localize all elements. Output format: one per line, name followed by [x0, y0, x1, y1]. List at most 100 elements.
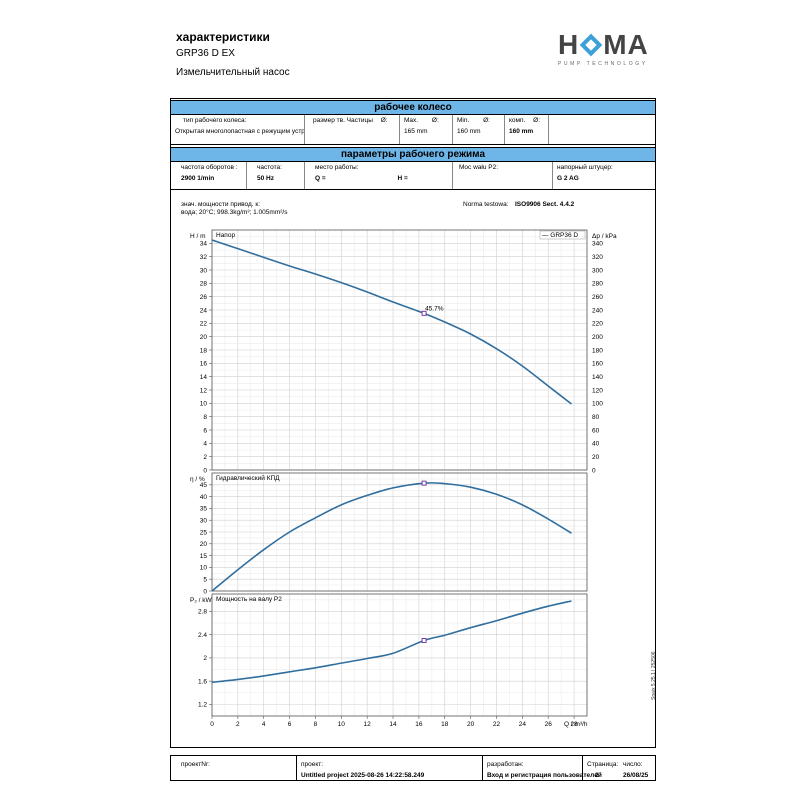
y-right-tick-label: 120 — [592, 387, 603, 394]
x-tick-label: 2 — [236, 721, 240, 728]
y-right-tick-label: 60 — [592, 427, 600, 434]
max-symbol: Ø: — [431, 117, 439, 124]
author-label: разработан: — [487, 761, 524, 768]
duty-cell: место работы: Q = H = — [305, 162, 453, 189]
x-tick-label: 8 — [314, 721, 318, 728]
software-version: Spaix 5.25.1 | 252506 — [651, 651, 657, 700]
series-line — [211, 600, 572, 684]
max-cell: Max. Ø: 165 mm — [399, 115, 453, 144]
y-tick-label: 25 — [200, 529, 208, 536]
project-label: проект: — [301, 761, 324, 768]
panel-title: Напор — [216, 232, 235, 239]
y-right-tick-label: 280 — [592, 281, 603, 288]
comp-cell: комп. Ø: 160 mm — [505, 115, 549, 144]
solids-cell: размер тв. Частицы Ø: — [305, 115, 399, 144]
impeller-type-cell: тип рабочего колеса: Открытая многолопас… — [171, 115, 305, 144]
series-line — [211, 482, 572, 592]
y-tick-label: 6 — [203, 427, 207, 434]
y-axis-label: P₂ / kW — [190, 597, 213, 604]
freq-label: частота: — [257, 164, 282, 171]
impeller-row: тип рабочего колеса: Открытая многолопас… — [170, 115, 656, 145]
y-tick-label: 10 — [200, 401, 208, 408]
duty-point-label: 45.7% — [425, 305, 444, 312]
outlet-cell: напорный штуцер: G 2 AG — [553, 162, 657, 189]
y-right-tick-label: 40 — [592, 441, 600, 448]
x-tick-label: 6 — [288, 721, 292, 728]
outlet-label: напорный штуцер: — [557, 164, 613, 171]
y-right-tick-label: 320 — [592, 254, 603, 261]
duty-point-marker — [421, 310, 427, 316]
y-tick-label: 34 — [200, 241, 208, 248]
homa-logo: H MA PUMP TECHNOLOGY — [558, 29, 658, 70]
y-right-tick-label: 240 — [592, 307, 603, 314]
x-tick-label: 26 — [545, 721, 553, 728]
logo-subtitle: PUMP TECHNOLOGY — [558, 61, 648, 67]
y-right-tick-label: 140 — [592, 374, 603, 381]
speed-value: 2900 1/min — [181, 175, 215, 182]
legend-box — [539, 230, 586, 240]
x-tick-label: 20 — [467, 721, 475, 728]
speed-cell: частота оборотов : 2900 1/min — [171, 162, 247, 189]
y-tick-label: 1.2 — [198, 702, 207, 709]
plot-frame — [211, 593, 588, 717]
impeller-heading: рабочее колесо — [170, 100, 656, 115]
solids-label: размер тв. Частицы — [313, 117, 373, 124]
y-right-tick-label: 0 — [592, 467, 596, 474]
x-tick-label: 18 — [441, 721, 449, 728]
impeller-type-value: Открытая многолопастная с режущим устрой… — [175, 128, 305, 135]
date-label: число: — [623, 761, 643, 768]
y-tick-label: 2.4 — [198, 632, 207, 639]
legend-label: — GRP36 D — [542, 232, 578, 239]
y-tick-label: 14 — [200, 374, 208, 381]
y-tick-label: 22 — [200, 321, 208, 328]
comp-symbol: Ø: — [533, 117, 541, 124]
y-right-tick-label: 80 — [592, 414, 600, 421]
y-right-tick-label: 20 — [592, 454, 600, 461]
y-tick-label: 28 — [200, 281, 208, 288]
footer-page-cell: Страница: 2 — [583, 756, 619, 780]
footer-table: проектNr: проект: Untitled project 2025-… — [170, 755, 656, 781]
min-label: Min. — [457, 117, 470, 124]
speed-label: частота оборотов : — [181, 164, 238, 171]
operating-row: частота оборотов : 2900 1/min частота: 5… — [170, 162, 656, 190]
y-right-tick-label: 220 — [592, 321, 603, 328]
model-name: GRP36 D EX — [176, 48, 235, 59]
power-cell: Moc wału P2: — [453, 162, 553, 189]
y-tick-label: 0 — [203, 588, 207, 595]
x-tick-label: 22 — [493, 721, 501, 728]
outlet-value: G 2 AG — [557, 175, 579, 182]
min-symbol: Ø: — [483, 117, 490, 124]
y-right-axis-label: Δp / kPa — [592, 233, 617, 240]
y-tick-label: 40 — [200, 494, 208, 501]
y-tick-label: 16 — [200, 361, 208, 368]
duty-label: место работы: — [315, 164, 359, 171]
x-tick-label: 28 — [570, 721, 578, 728]
footer-author-cell: разработан: Вход и регистрация пользоват… — [483, 756, 602, 780]
y-tick-label: 5 — [203, 577, 207, 584]
y-tick-label: 30 — [200, 267, 208, 274]
y-right-tick-label: 200 — [592, 334, 603, 341]
duty-h-label: H = — [397, 175, 408, 182]
duty-q-label: Q = — [315, 175, 326, 182]
y-tick-label: 32 — [200, 254, 208, 261]
duty-point-marker — [421, 638, 427, 643]
panel-title: Гидравлический КПД — [216, 474, 280, 482]
power-note: знач. мощности привод. к: — [181, 201, 261, 208]
y-tick-label: 15 — [200, 553, 208, 560]
y-tick-label: 20 — [200, 541, 208, 548]
logo-letters-ma: MA — [603, 29, 649, 60]
datasheet-frame — [170, 98, 656, 748]
freq-value: 50 Hz — [257, 175, 274, 182]
x-tick-label: 24 — [519, 721, 527, 728]
max-value: 165 mm — [404, 128, 428, 135]
operating-heading: параметры рабочего режима — [170, 147, 656, 162]
y-right-tick-label: 180 — [592, 347, 603, 354]
pump-subtitle: Измельчительный насос — [176, 67, 290, 78]
duty-point-marker — [421, 480, 427, 486]
y-tick-label: 2 — [203, 454, 207, 461]
project-no-label: проектNr: — [181, 761, 210, 768]
project-value: Untitled project 2025-08-26 14:22:58.249 — [301, 772, 425, 779]
y-tick-label: 18 — [200, 347, 208, 354]
comp-value: 160 mm — [509, 128, 534, 135]
